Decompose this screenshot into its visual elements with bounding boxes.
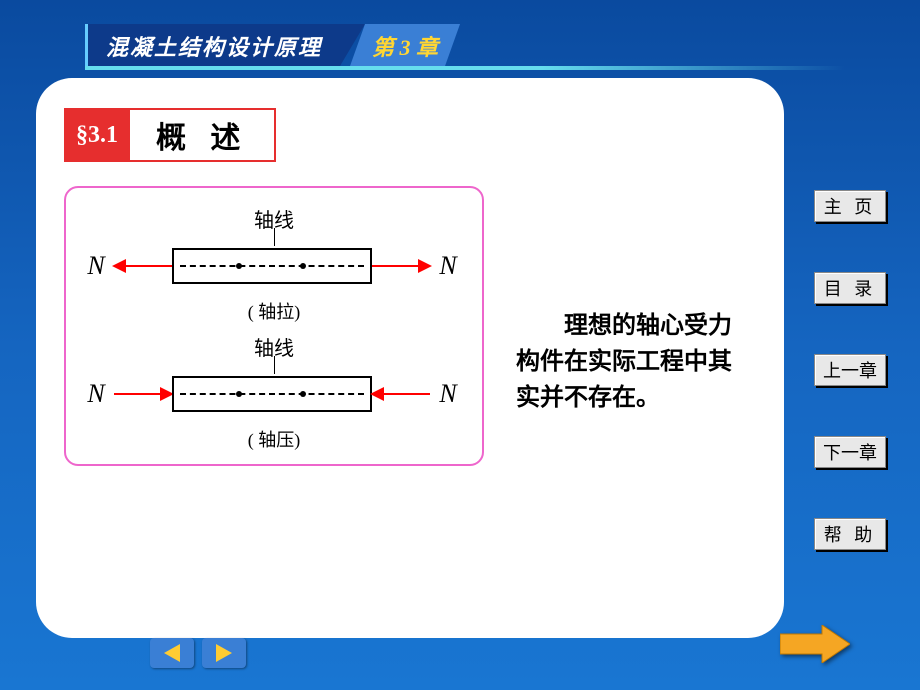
figure-row-compression: 轴线 N N ( 轴压) <box>78 332 470 452</box>
big-next-button[interactable] <box>780 625 850 668</box>
leader-line <box>274 228 275 246</box>
side-nav: 主 页 目 录 上一章 下一章 帮 助 <box>814 190 886 550</box>
beam <box>172 376 372 412</box>
arrow-right <box>372 265 430 267</box>
figure-row-tension: 轴线 N N ( 轴拉) <box>78 204 470 324</box>
nav-toc-button[interactable]: 目 录 <box>814 272 886 304</box>
nav-home-button[interactable]: 主 页 <box>814 190 886 222</box>
force-label-n: N <box>430 251 466 281</box>
arrow-left <box>114 265 172 267</box>
leader-line <box>274 356 275 374</box>
nav-prev-chapter-button[interactable]: 上一章 <box>814 354 886 386</box>
top-banner: 混凝土结构设计原理 第 3 章 <box>85 24 585 66</box>
nav-next-chapter-button[interactable]: 下一章 <box>814 436 886 468</box>
section-header: §3.1 概 述 <box>64 108 756 162</box>
next-slide-button[interactable] <box>202 638 246 668</box>
nav-help-button[interactable]: 帮 助 <box>814 518 886 550</box>
content-panel: §3.1 概 述 轴线 N N ( 轴拉) <box>36 78 784 638</box>
arrow-right <box>372 393 430 395</box>
figure-caption: ( 轴拉) <box>78 298 470 324</box>
arrow-left <box>114 393 172 395</box>
chevron-right-icon <box>216 644 232 662</box>
banner-underline <box>85 66 845 70</box>
section-title: 概 述 <box>130 108 276 162</box>
chapter-label: 第 3 章 <box>350 24 460 66</box>
force-label-n: N <box>430 379 466 409</box>
chevron-left-icon <box>164 644 180 662</box>
force-label-n: N <box>78 379 114 409</box>
prev-slide-button[interactable] <box>150 638 194 668</box>
bottom-arrow-group <box>150 638 246 668</box>
figure-caption: ( 轴压) <box>78 426 470 452</box>
course-title: 混凝土结构设计原理 <box>85 24 340 66</box>
arrow-right-icon <box>780 625 850 663</box>
axial-force-figure: 轴线 N N ( 轴拉) 轴线 N <box>64 186 484 466</box>
body-text: 理想的轴心受力构件在实际工程中其实并不存在。 <box>516 308 746 416</box>
section-number: §3.1 <box>64 108 130 162</box>
force-label-n: N <box>78 251 114 281</box>
beam <box>172 248 372 284</box>
